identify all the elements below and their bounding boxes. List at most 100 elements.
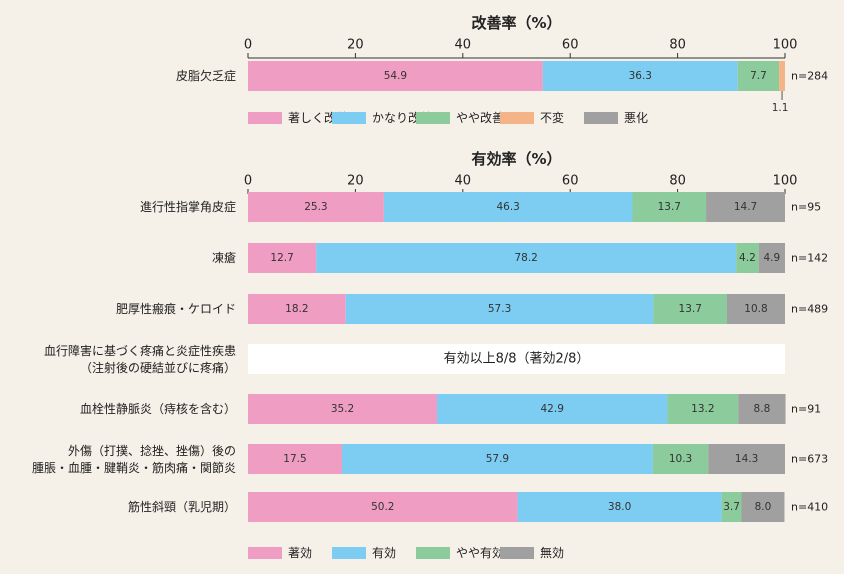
chart1-data-label: 14.3	[735, 453, 758, 465]
chart1-category-label: 血栓性静脈炎（痔核を含む）	[80, 401, 236, 416]
chart0-bar-segment	[779, 61, 785, 91]
chart1-data-label: 8.0	[755, 501, 772, 513]
chart1-bar-segment	[248, 492, 518, 522]
chart1-data-label: 38.0	[608, 501, 631, 513]
chart1-n-label: n=489	[791, 303, 828, 316]
chart1-legend-label: 有効	[372, 545, 396, 560]
chart1-data-label: 57.3	[488, 303, 511, 315]
chart1-data-label: 4.9	[763, 252, 780, 264]
chart0-tick-label: 100	[773, 38, 798, 53]
chart1-category-label-line2: 腫脹・血腫・腱鞘炎・筋肉痛・関節炎	[32, 460, 236, 475]
chart0-legend-label: 不変	[540, 110, 564, 125]
chart1-data-label: 17.5	[283, 453, 306, 465]
chart1-bar-segment	[248, 243, 317, 273]
chart1-legend-swatch	[332, 547, 366, 559]
chart1-bar-segment	[383, 192, 633, 222]
chart0-legend-swatch	[584, 112, 618, 124]
chart1-n-label: n=410	[791, 501, 828, 514]
chart0-data-label: 54.9	[384, 70, 407, 82]
chart1-bar-segment	[758, 243, 785, 273]
chart1-bar-segment	[316, 243, 737, 273]
chart1-bar-segment	[632, 192, 707, 222]
chart1-tick-label: 0	[244, 174, 252, 189]
chart1-data-label: 13.7	[658, 201, 681, 213]
chart0-bar-segment	[737, 61, 780, 91]
chart1-note-text: 有効以上8/8（著効2/8）	[444, 352, 590, 367]
chart1-legend-label: 無効	[540, 545, 564, 560]
chart1-data-label: 12.7	[270, 252, 293, 264]
chart1-legend-label: 著効	[288, 545, 312, 560]
chart1-n-label: n=91	[791, 403, 821, 416]
chart1-bar-segment	[248, 394, 438, 424]
chart0-n-label: n=284	[791, 70, 828, 83]
chart1-bar-segment	[741, 492, 785, 522]
chart1-legend-swatch	[248, 547, 282, 559]
chart0-tick-label: 0	[244, 38, 252, 53]
chart1-data-label: 14.7	[734, 201, 757, 213]
chart1-data-label: 42.9	[541, 403, 564, 415]
chart1-tick-label: 20	[347, 174, 364, 189]
chart1-data-label: 18.2	[285, 303, 308, 315]
chart1-bar-segment	[736, 243, 759, 273]
chart1-bar-segment	[345, 294, 654, 324]
chart1-category-label-line2: （注射後の硬結並びに疼痛）	[80, 360, 236, 375]
chart1-bar-segment	[248, 192, 384, 222]
chart1-tick-label: 100	[773, 174, 798, 189]
chart1-tick-label: 80	[669, 174, 686, 189]
chart0-tick-label: 60	[562, 38, 579, 53]
chart1-bar-segment	[708, 444, 785, 474]
chart0-legend-swatch	[248, 112, 282, 124]
chart1-data-label: 4.2	[739, 252, 756, 264]
chart1-bar-segment	[437, 394, 668, 424]
chart1-category-label: 筋性斜頸（乳児期）	[128, 499, 236, 514]
chart1-data-label: 25.3	[304, 201, 327, 213]
chart1-legend-swatch	[416, 547, 450, 559]
chart1-bar-segment	[341, 444, 653, 474]
chart1-bar-segment	[517, 492, 722, 522]
chart1-title: 有効率（%）	[471, 150, 561, 168]
chart1-category-label: 血行障害に基づく疼痛と炎症性疾患	[44, 343, 236, 358]
chart1-data-label: 57.9	[486, 453, 509, 465]
chart0-data-label: 7.7	[750, 70, 767, 82]
chart1-bar-segment	[721, 492, 742, 522]
chart0-bar-segment	[248, 61, 543, 91]
chart1-bar-segment	[248, 294, 346, 324]
chart1-data-label: 3.7	[723, 501, 740, 513]
chart1-category-label: 進行性指掌角皮症	[140, 199, 236, 214]
chart0-legend-swatch	[416, 112, 450, 124]
chart0-legend-swatch	[500, 112, 534, 124]
chart0-legend-label: やや改善	[456, 110, 504, 125]
chart1-category-label: 外傷（打撲、捻挫、挫傷）後の	[68, 443, 236, 458]
chart1-bar-segment	[653, 294, 728, 324]
chart1-legend-label: やや有効	[456, 545, 504, 560]
chart0-data-label: 1.1	[772, 102, 789, 114]
chart1-n-label: n=95	[791, 201, 821, 214]
chart0-title: 改善率（%）	[471, 14, 561, 32]
chart1-data-label: 35.2	[331, 403, 354, 415]
chart1-data-label: 46.3	[496, 201, 519, 213]
chart0-tick-label: 80	[669, 38, 686, 53]
chart1-data-label: 8.8	[754, 403, 771, 415]
chart1-data-label: 10.3	[669, 453, 692, 465]
chart1-data-label: 13.7	[679, 303, 702, 315]
chart1-bar-segment	[706, 192, 785, 222]
chart0-tick-label: 20	[347, 38, 364, 53]
chart1-data-label: 78.2	[514, 252, 537, 264]
chart0-legend-label: 悪化	[624, 111, 648, 125]
chart1-data-label: 10.8	[744, 303, 767, 315]
chart1-bar-segment	[248, 444, 342, 474]
chart1-bar-segment	[652, 444, 709, 474]
chart1-data-label: 50.2	[371, 501, 394, 513]
chart0-legend-swatch	[332, 112, 366, 124]
chart1-n-label: n=673	[791, 453, 828, 466]
chart1-category-label: 肥厚性瘢痕・ケロイド	[116, 301, 236, 316]
chart1-tick-label: 40	[455, 174, 472, 189]
chart0-bar-segment	[542, 61, 738, 91]
chart0-tick-label: 40	[455, 38, 472, 53]
chart0-category-label: 皮脂欠乏症	[176, 68, 236, 83]
chart1-tick-label: 60	[562, 174, 579, 189]
chart1-data-label: 13.2	[691, 403, 714, 415]
chart0-data-label: 36.3	[629, 70, 652, 82]
chart1-bar-segment	[727, 294, 785, 324]
